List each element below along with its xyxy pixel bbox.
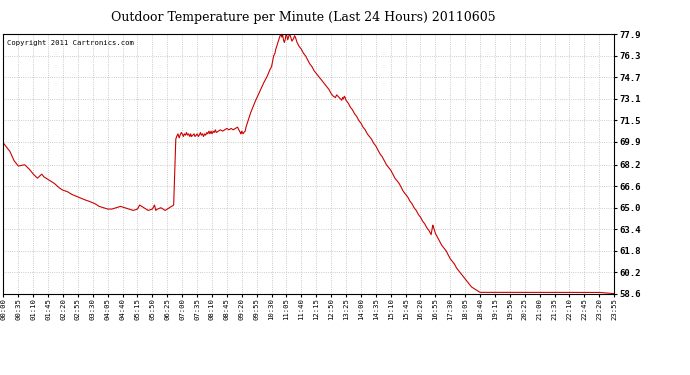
Text: Copyright 2011 Cartronics.com: Copyright 2011 Cartronics.com (6, 40, 133, 46)
Text: Outdoor Temperature per Minute (Last 24 Hours) 20110605: Outdoor Temperature per Minute (Last 24 … (111, 11, 496, 24)
